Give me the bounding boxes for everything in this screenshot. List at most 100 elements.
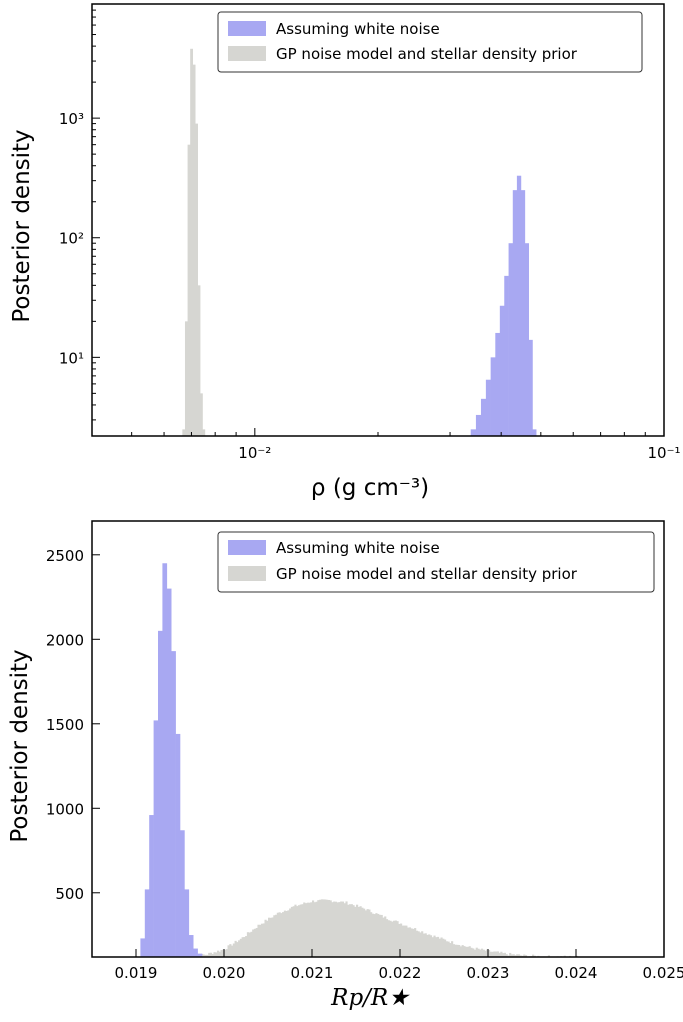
histogram-bar [475,414,482,436]
histogram-bar [197,285,201,436]
histogram-bar [480,948,484,957]
histogram-bar [215,952,218,957]
density-y-axis-label: Posterior density [9,129,35,322]
histogram-bar [470,429,477,436]
histogram-bar [220,949,223,957]
histogram-bar [509,952,512,957]
histogram-bar [232,943,235,957]
histogram-bar [297,905,301,957]
histogram-bar [282,912,285,957]
histogram-bar [488,950,491,957]
histogram-bar [414,928,417,957]
radius-ratio-x-axis-label: Rp/R★ [330,985,410,1011]
histogram-bar [326,899,329,957]
histogram-bar [296,906,299,957]
histogram-bar [227,945,230,957]
y-tick-label: 2000 [46,631,84,649]
x-tick-label: 10⁻¹ [647,444,680,462]
histogram-bar [266,920,269,957]
histogram-bar [391,921,394,957]
histogram-bar [431,937,434,957]
histogram-bar [149,815,154,957]
histogram-bar [363,908,366,957]
histogram-bar [285,910,288,957]
y-tick-label: 10² [59,230,84,248]
histogram-bar [144,889,150,957]
histogram-bar [243,937,246,957]
histogram-bar [504,275,509,436]
histogram-bar [190,48,194,436]
histogram-bar [419,932,422,957]
x-tick-label: 10⁻² [238,444,271,462]
histogram-bar [193,948,198,957]
x-tick-label: 0.025 [643,964,683,982]
histogram-bar [392,920,396,957]
histogram-bar [495,332,501,436]
radius-ratio-histogram-bars [140,563,579,957]
histogram-bar [241,937,244,957]
histogram-bar [389,920,392,957]
histogram-bar [245,936,248,957]
histogram-bar [415,930,418,957]
histogram-bar [444,939,447,957]
histogram-bar [273,915,276,957]
histogram-bar [440,937,443,957]
histogram-bar [505,954,508,957]
histogram-bar [384,916,387,957]
histogram-bar [480,398,487,436]
histogram-bar [426,934,429,957]
x-tick-label: 0.024 [555,964,598,982]
histogram-bar [253,928,257,957]
histogram-bar [324,899,327,957]
histogram-bar [255,927,258,957]
x-tick-label: 0.022 [379,964,422,982]
histogram-bar [184,321,188,436]
histogram-bar [289,908,292,957]
histogram-bar [445,941,448,957]
histogram-bar [280,913,283,957]
histogram-bar [231,945,234,957]
histogram-bar [473,949,477,957]
histogram-bar [153,720,159,957]
histogram-bar [422,933,426,957]
histogram-bar [461,945,464,957]
histogram-bar [435,937,438,957]
histogram-bar [516,175,522,436]
histogram-bar [257,924,260,957]
histogram-bar [429,935,433,957]
radius-ratio-x-ticks: 0.019 0.020 0.021 0.022 0.023 0.024 0.025 [115,949,683,982]
histogram-bar [312,900,315,957]
histogram-bar [405,925,408,957]
histogram-bar [345,901,348,957]
histogram-bar [485,379,491,436]
histogram-bar [532,954,535,957]
histogram-bar [519,955,522,957]
legend-label-white-noise: Assuming white noise [276,539,440,557]
histogram-bar [449,943,452,957]
histogram-bar [410,928,413,957]
histogram-bar [158,630,163,957]
histogram-bar [528,339,533,436]
histogram-bar [327,900,330,957]
histogram-bar [252,929,255,957]
histogram-bar [442,938,445,957]
histogram-bar [276,912,279,957]
histogram-bar [408,927,411,957]
legend-label-gp: GP noise model and stellar density prior [276,565,578,583]
histogram-bar [357,906,360,957]
x-tick-label: 0.023 [467,964,510,982]
histogram-bar [468,946,471,957]
histogram-bar [317,900,320,957]
legend-swatch-white-noise [228,21,266,36]
histogram-bar [412,928,415,957]
histogram-bar [475,947,478,957]
histogram-bar [356,904,359,957]
y-tick-label: 10³ [59,110,84,128]
histogram-bar [466,946,470,957]
histogram-bar [329,900,332,957]
histogram-bar [493,951,496,957]
histogram-bar [502,953,505,957]
histogram-bar [306,902,309,957]
histogram-bar [428,934,431,957]
histogram-bar [354,906,357,957]
